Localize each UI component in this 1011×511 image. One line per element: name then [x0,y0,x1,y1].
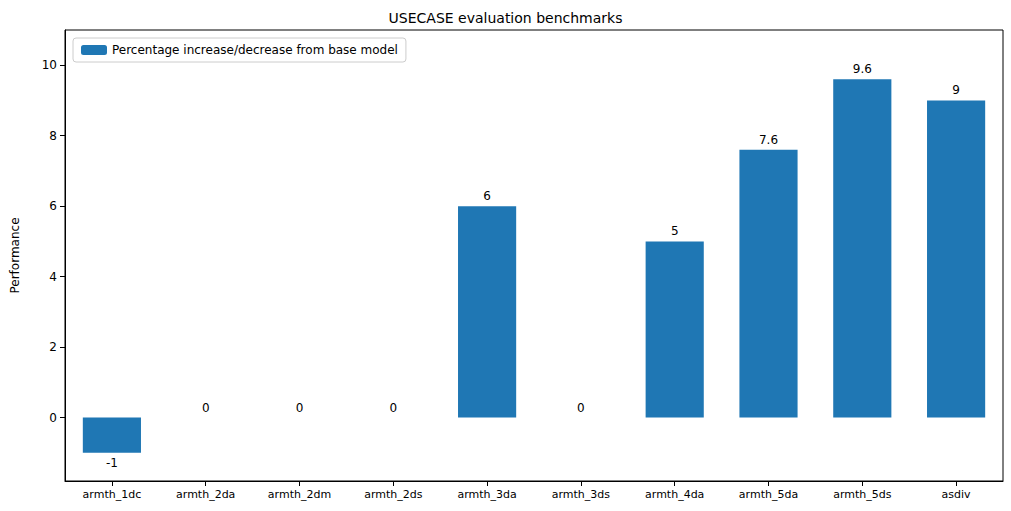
svg-text:9: 9 [952,83,960,97]
svg-text:5: 5 [671,224,679,238]
svg-text:armth_4da: armth_4da [645,488,704,501]
svg-text:10: 10 [42,58,57,72]
svg-text:armth_2dm: armth_2dm [268,488,331,501]
svg-text:-1: -1 [106,456,118,470]
svg-text:USECASE evaluation benchmarks: USECASE evaluation benchmarks [389,10,623,26]
svg-text:armth_3da: armth_3da [457,488,516,501]
svg-text:6: 6 [49,199,57,213]
svg-text:0: 0 [49,411,57,425]
svg-text:8: 8 [49,129,57,143]
svg-text:0: 0 [202,401,210,415]
svg-text:0: 0 [577,401,585,415]
svg-text:Performance: Performance [8,217,22,293]
svg-text:armth_5da: armth_5da [739,488,798,501]
svg-text:armth_1dc: armth_1dc [83,488,142,501]
svg-text:2: 2 [49,340,57,354]
svg-text:7.6: 7.6 [759,133,778,147]
svg-text:armth_2ds: armth_2ds [364,488,423,501]
svg-text:asdiv: asdiv [942,488,972,501]
svg-text:armth_2da: armth_2da [176,488,235,501]
svg-text:0: 0 [296,401,304,415]
svg-text:0: 0 [389,401,397,415]
svg-text:4: 4 [49,270,57,284]
svg-text:9.6: 9.6 [853,62,872,76]
svg-text:6: 6 [483,189,491,203]
svg-text:armth_3ds: armth_3ds [552,488,611,501]
svg-text:Percentage increase/decrease f: Percentage increase/decrease from base m… [112,43,398,57]
svg-text:armth_5ds: armth_5ds [833,488,892,501]
